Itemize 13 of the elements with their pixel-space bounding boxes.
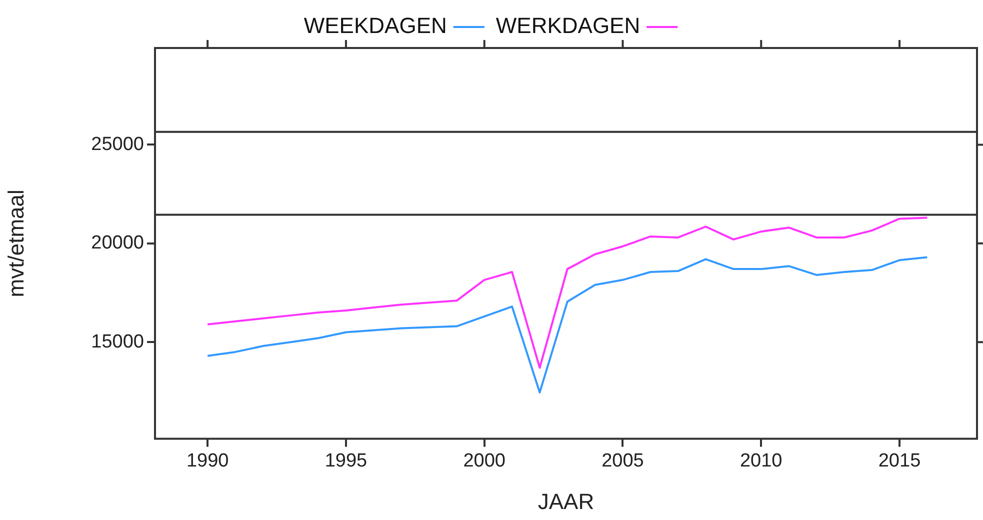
y-axis-title: mvt/etmaal [3,190,28,298]
x-tick-label: 1995 [324,450,368,472]
x-tick-label: 1990 [186,450,229,472]
x-axis-title: JAAR [538,488,594,514]
x-tick-label: 2005 [602,450,644,472]
legend-label: WEEKDAGEN [304,13,447,38]
x-tick-label: 2010 [740,450,782,472]
y-tick-label: 15000 [91,331,144,352]
y-tick-label: 25000 [91,134,144,155]
x-tick-label: 2000 [463,450,506,472]
legend-label: WERKDAGEN [496,13,640,38]
x-tick-label: 2015 [878,450,921,472]
y-tick-label: 20000 [91,232,144,254]
